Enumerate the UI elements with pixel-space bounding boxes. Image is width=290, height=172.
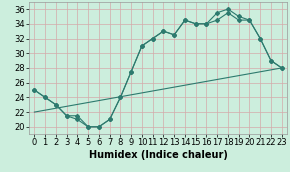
X-axis label: Humidex (Indice chaleur): Humidex (Indice chaleur): [89, 150, 227, 160]
